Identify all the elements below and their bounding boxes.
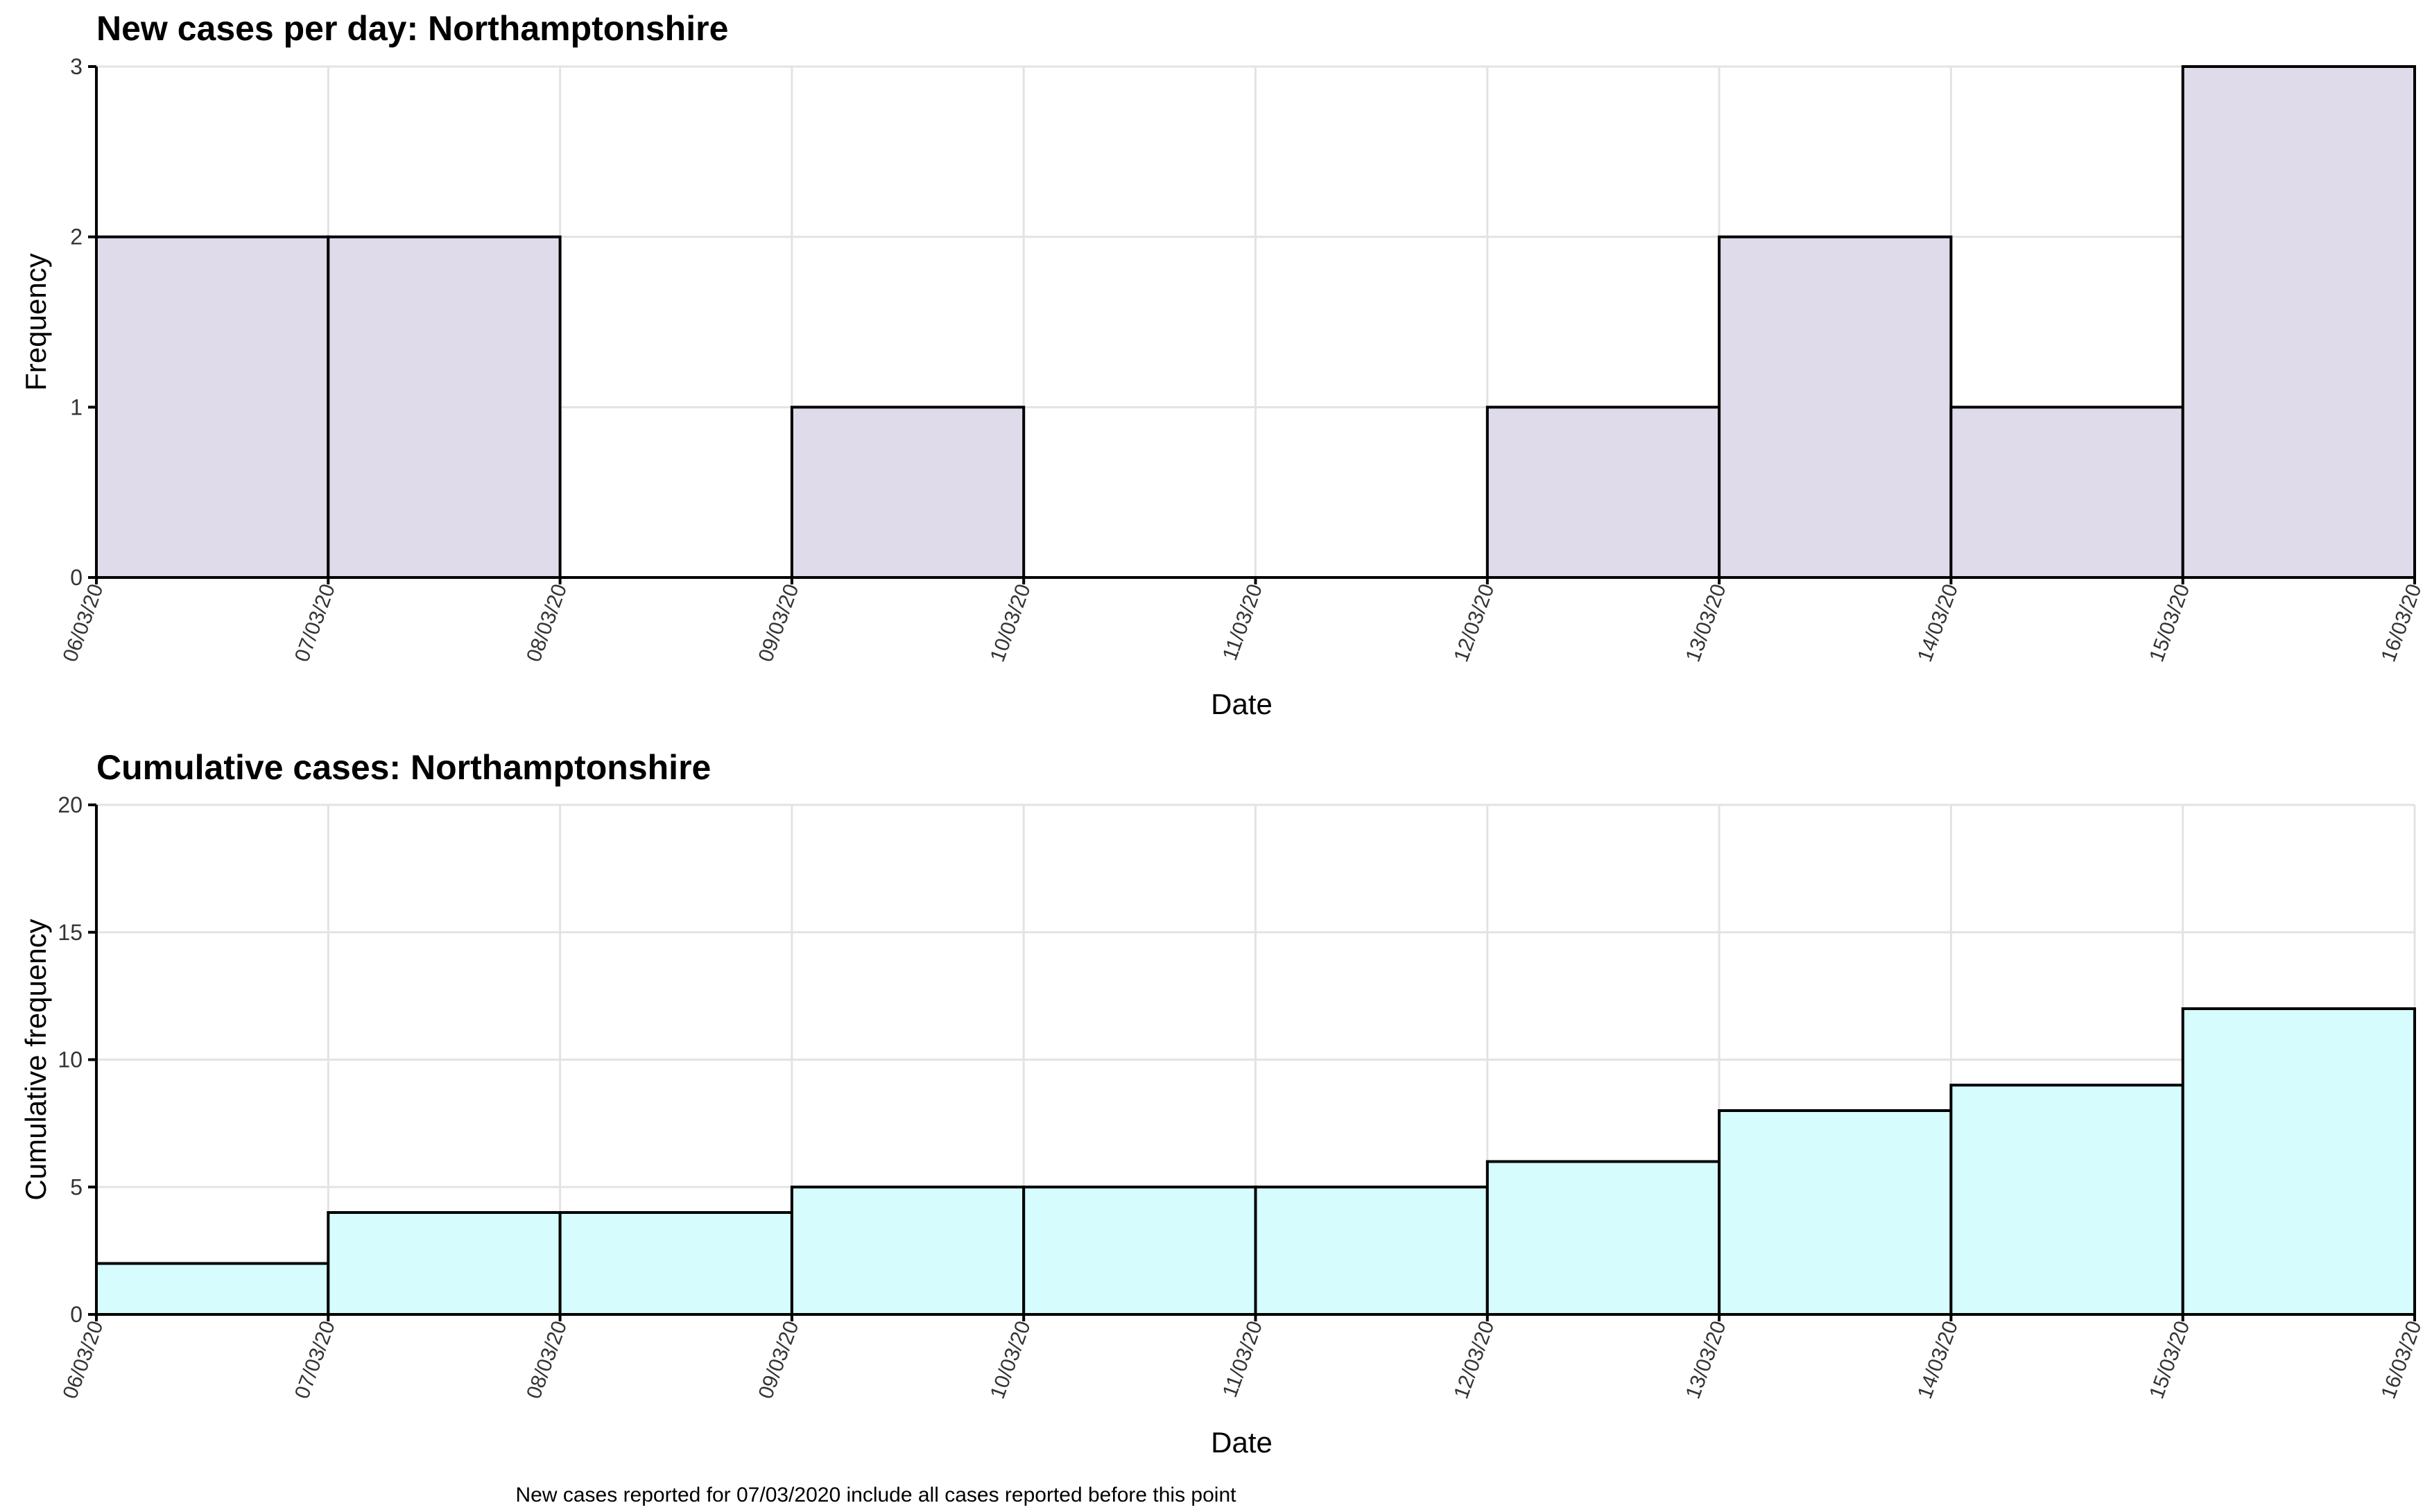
y-tick-label: 2: [70, 225, 83, 250]
x-tick-label: 15/03/20: [2145, 581, 2194, 665]
bar: [1485, 406, 1721, 579]
bar: [2181, 65, 2416, 579]
x-tick-label: 14/03/20: [1913, 581, 1963, 665]
x-tick-label: 07/03/20: [291, 1318, 340, 1402]
y-tick-label: 5: [70, 1174, 83, 1199]
y-tick-label: 0: [70, 1302, 83, 1327]
x-tick-label: 09/03/20: [754, 581, 804, 665]
bar: [327, 1211, 562, 1316]
y-tick-label: 10: [58, 1048, 83, 1072]
x-tick-label: 06/03/20: [59, 1318, 108, 1402]
x-axis-label: Date: [1211, 1426, 1273, 1459]
y-tick-label: 20: [58, 792, 83, 817]
x-tick-label: 10/03/20: [986, 1318, 1035, 1402]
bar: [327, 235, 562, 579]
x-tick-label: 08/03/20: [522, 581, 571, 665]
x-tick-label: 13/03/20: [1682, 581, 1731, 665]
y-tick-label: 1: [70, 394, 83, 419]
x-tick-label: 11/03/20: [1218, 1318, 1267, 1400]
bar: [1022, 1185, 1257, 1316]
x-tick-label: 16/03/20: [2377, 1318, 2426, 1402]
bar: [1949, 1084, 2184, 1316]
x-tick-label: 16/03/20: [2377, 581, 2426, 665]
y-tick-label: 0: [70, 565, 83, 590]
bar: [1718, 1109, 1953, 1316]
new-cases-chart: New cases per day: Northamptonshire 0 1 2 3 0…: [19, 9, 2426, 720]
x-tick-label: 07/03/20: [291, 581, 340, 665]
x-tick-label: 13/03/20: [1682, 1318, 1731, 1402]
bar: [2181, 1007, 2416, 1316]
bar: [95, 235, 330, 579]
bar: [790, 406, 1026, 579]
bar: [1485, 1160, 1721, 1316]
bar: [1254, 1185, 1489, 1316]
x-tick-label: 06/03/20: [59, 581, 108, 665]
cumulative-cases-chart: Cumulative cases: Northamptonshire 0 5 10 15…: [19, 748, 2426, 1459]
y-axis-label: Cumulative frequency: [19, 919, 52, 1200]
x-tick-label: 15/03/20: [2145, 1318, 2194, 1402]
bar: [95, 1262, 330, 1316]
x-tick-label: 09/03/20: [754, 1318, 804, 1402]
x-tick-label: 14/03/20: [1913, 1318, 1963, 1402]
bar: [1718, 235, 1953, 579]
chart-title: New cases per day: Northamptonshire: [96, 9, 728, 48]
x-tick-label: 08/03/20: [522, 1318, 571, 1402]
y-axis-label: Frequency: [19, 253, 52, 390]
bar: [790, 1185, 1026, 1316]
y-tick-label: 3: [70, 54, 83, 79]
chart-title: Cumulative cases: Northamptonshire: [96, 748, 711, 787]
y-tick-label: 15: [58, 920, 83, 945]
x-axis-label: Date: [1211, 688, 1273, 720]
bar: [558, 1211, 793, 1316]
chart-caption: New cases reported for 07/03/2020 includ…: [516, 1484, 1237, 1506]
x-tick-label: 12/03/20: [1449, 1318, 1499, 1402]
x-tick-label: 12/03/20: [1449, 581, 1499, 665]
x-tick-label: 11/03/20: [1218, 581, 1267, 663]
bar: [1949, 406, 2184, 579]
x-tick-label: 10/03/20: [986, 581, 1035, 665]
